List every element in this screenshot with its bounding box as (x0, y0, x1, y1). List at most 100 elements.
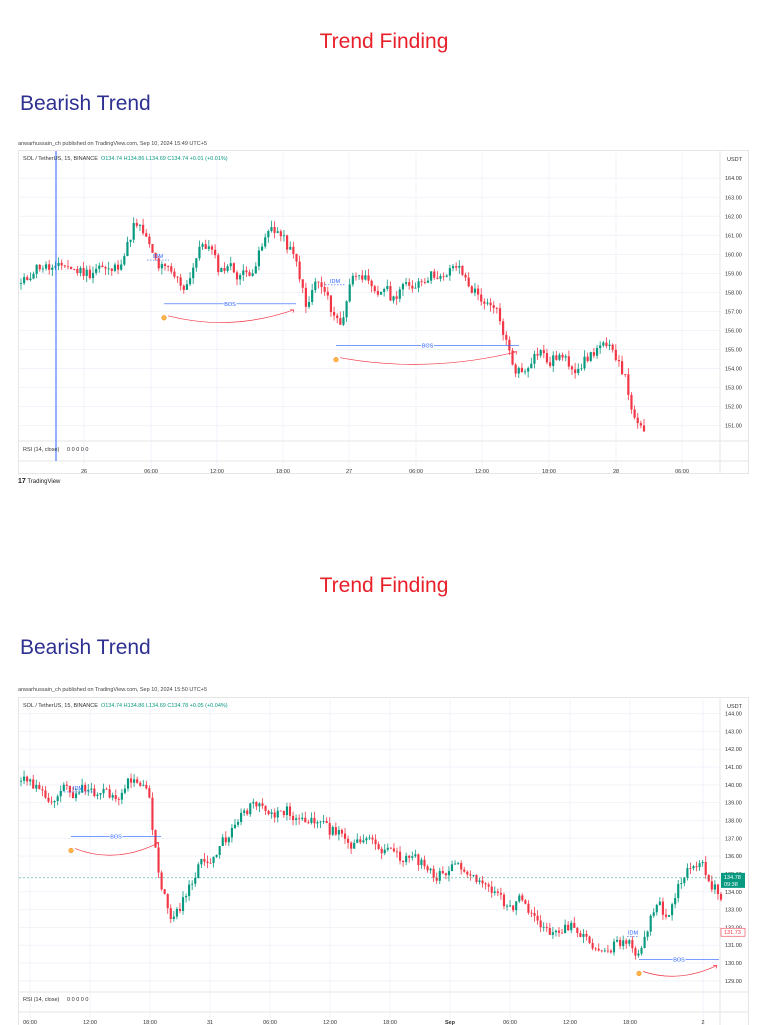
candle-body (85, 269, 88, 276)
candle-body (398, 289, 401, 299)
candle-body (304, 287, 307, 307)
candle (114, 789, 117, 802)
candle-body (255, 802, 258, 807)
y-tick-label: 143.00 (725, 729, 742, 735)
candle-body (524, 900, 527, 904)
candle (591, 938, 594, 951)
candle-body (298, 818, 301, 820)
x-tick-label: 18:00 (143, 1020, 157, 1025)
candle-body (210, 246, 214, 250)
candle-body (489, 302, 492, 306)
x-tick-label: 12:00 (563, 1020, 577, 1025)
candle-body (261, 803, 264, 806)
candle-body (481, 880, 484, 884)
candle (608, 339, 611, 351)
candle (619, 936, 622, 950)
candle (545, 348, 549, 365)
candle (243, 808, 246, 817)
candle (279, 229, 282, 242)
candle (319, 820, 322, 829)
candle (141, 218, 145, 236)
candle-body (622, 940, 625, 947)
candle (38, 264, 41, 272)
y-tick-label: 129.00 (725, 979, 742, 985)
candle (605, 337, 608, 349)
candle-body (438, 871, 441, 881)
candle (432, 865, 435, 882)
candle-body (542, 350, 545, 354)
candle (133, 774, 136, 787)
candle (518, 893, 521, 904)
candle (612, 938, 616, 956)
candle (179, 273, 182, 291)
candle (167, 265, 170, 272)
candle-body (502, 894, 506, 907)
x-tick-label: 12:00 (210, 469, 224, 473)
candle (26, 775, 29, 786)
candle-body (343, 833, 347, 839)
candle-body (599, 345, 602, 349)
candle (191, 880, 194, 891)
candle (132, 217, 135, 244)
x-tick-label: 12:00 (323, 1020, 337, 1025)
candle-body (113, 264, 117, 271)
candle-body (319, 821, 322, 823)
candle-body (555, 355, 558, 360)
candle-body (631, 940, 634, 949)
candle (461, 265, 464, 277)
candle-body (667, 915, 671, 917)
candle-body (609, 950, 613, 953)
candle (561, 352, 564, 361)
candle-body (423, 282, 426, 283)
candle (551, 926, 554, 939)
candle-body (600, 950, 603, 952)
candle (438, 867, 441, 885)
candle-body (643, 936, 646, 949)
candle-body (301, 817, 304, 819)
candle (530, 357, 533, 369)
candle-body (254, 266, 257, 274)
candle-body (511, 350, 514, 365)
bos-label: BOS (110, 835, 122, 841)
bos-arrow (339, 351, 518, 365)
candle-body (239, 275, 242, 280)
y-tick-label: 138.00 (725, 818, 742, 824)
candle (373, 284, 376, 294)
candle-body (220, 267, 223, 273)
candle-body (22, 776, 26, 781)
candle-body (111, 795, 114, 798)
candle-body (445, 275, 448, 277)
candle (203, 852, 206, 866)
candle (276, 227, 279, 234)
candle (50, 796, 53, 805)
x-tick-label: 12:00 (475, 469, 489, 473)
candlestick-chart-2[interactable]: 129.00130.00131.00132.00133.00134.00135.… (18, 697, 749, 1025)
candle-body (132, 222, 135, 240)
candle (463, 867, 466, 873)
candle-body (374, 839, 377, 845)
candle (636, 413, 639, 429)
candle-body (123, 256, 126, 265)
candle-body (689, 868, 692, 869)
candle-body (209, 862, 212, 864)
candle-body (35, 264, 38, 274)
candle-body (145, 784, 148, 789)
candle-body (304, 817, 307, 823)
candle (95, 263, 98, 276)
candle-body (44, 264, 48, 269)
candle (606, 944, 609, 954)
unit-label-2: USDT (727, 704, 742, 710)
candle (145, 229, 148, 237)
candle (198, 240, 201, 261)
candle (411, 851, 414, 861)
y-tick-label: 139.00 (725, 801, 742, 807)
candlestick-chart-1[interactable]: 151.00 152.00 153.00 154.00 155.00 156.00 157.… (18, 150, 749, 474)
candle (282, 810, 285, 818)
candle (625, 938, 628, 949)
candle (520, 362, 524, 373)
candle (81, 778, 84, 794)
candle (138, 224, 142, 232)
candle-body (447, 871, 451, 876)
candle-body (392, 296, 395, 301)
candle (552, 351, 555, 372)
